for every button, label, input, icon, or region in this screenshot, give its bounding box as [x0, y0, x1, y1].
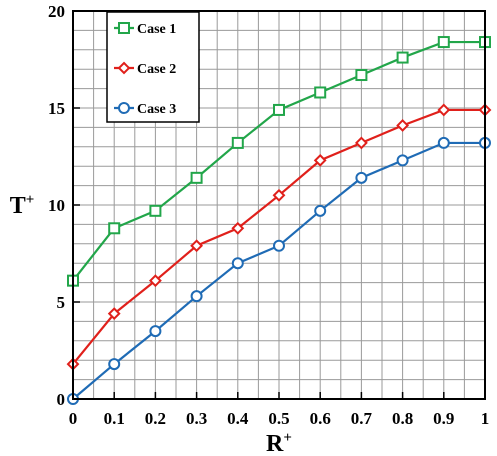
- series-2: [66, 103, 492, 371]
- data-point: [314, 86, 327, 99]
- data-point: [231, 221, 245, 235]
- legend-item: Case 1: [114, 22, 176, 37]
- data-point: [437, 136, 450, 149]
- y-tick-label: 10: [48, 196, 65, 215]
- x-tick-label: 0.2: [145, 409, 166, 428]
- legend-item: Case 2: [114, 61, 176, 77]
- y-axis-title-main: T: [10, 193, 26, 219]
- y-tick-label: 5: [57, 293, 66, 312]
- data-point: [313, 153, 327, 167]
- x-axis-title: R+: [266, 430, 292, 456]
- y-axis-title: T+: [10, 192, 35, 219]
- data-point: [355, 69, 368, 82]
- legend-label: Case 2: [137, 62, 176, 77]
- series-3: [67, 136, 491, 405]
- data-point: [190, 290, 203, 303]
- data-point: [437, 103, 451, 117]
- data-point: [354, 136, 368, 150]
- x-tick-label: 0.5: [268, 409, 289, 428]
- data-point: [148, 274, 162, 288]
- legend-label: Case 3: [137, 102, 176, 117]
- y-axis-title-sup: +: [26, 192, 35, 208]
- data-point: [396, 154, 409, 167]
- x-tick-label: 0.1: [104, 409, 125, 428]
- series-layer: [66, 36, 492, 405]
- data-point: [231, 257, 244, 270]
- y-tick-label: 0: [57, 390, 66, 409]
- y-tick-label: 15: [48, 99, 65, 118]
- x-axis-title-sup: +: [283, 430, 292, 446]
- y-tick-label: 20: [48, 2, 65, 21]
- x-tick-label: 0.9: [433, 409, 454, 428]
- data-point: [355, 171, 368, 184]
- x-axis-title-main: R: [266, 431, 284, 456]
- data-point: [149, 204, 162, 217]
- x-tick-label: 0.8: [392, 409, 413, 428]
- x-tick-label: 0.4: [227, 409, 249, 428]
- x-tick-label: 1: [481, 409, 490, 428]
- legend-swatch-marker: [117, 61, 131, 75]
- x-tick-label: 0: [69, 409, 78, 428]
- data-point: [231, 136, 244, 149]
- data-point: [190, 171, 203, 184]
- data-point: [437, 36, 450, 49]
- data-point: [272, 188, 286, 202]
- data-point: [107, 307, 121, 321]
- data-point: [273, 103, 285, 116]
- legend-label: Case 1: [137, 22, 176, 37]
- data-point: [149, 325, 162, 338]
- data-point: [273, 239, 285, 252]
- data-point: [108, 358, 121, 371]
- x-tick-label: 0.3: [186, 409, 207, 428]
- legend-swatch-marker: [118, 102, 130, 114]
- legend-item: Case 3: [114, 102, 176, 117]
- legend-swatch-marker: [118, 22, 130, 34]
- data-point: [108, 222, 121, 235]
- data-point: [396, 51, 409, 64]
- data-point: [190, 239, 204, 253]
- x-tick-label: 0.7: [351, 409, 373, 428]
- data-point: [396, 119, 410, 132]
- x-tick-label: 0.6: [310, 409, 331, 428]
- data-point: [314, 204, 327, 217]
- legend: Case 1 Case 2 Case 3: [106, 11, 200, 123]
